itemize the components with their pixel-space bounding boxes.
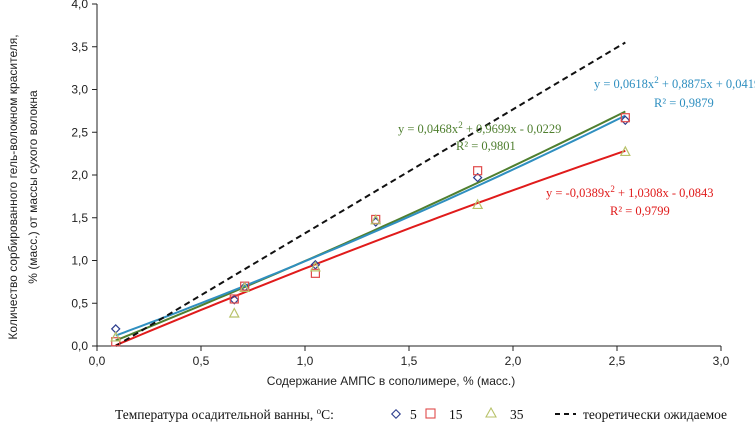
y-tick-label: 3,5	[71, 40, 88, 54]
y-axis-title-line-2: % (масс.) от массы сухого волокна	[26, 90, 40, 284]
y-axis-title-line-1: Количество сорбированного гель-волокном …	[6, 34, 20, 339]
equation-15c-r2: R² = 0,9801	[456, 139, 516, 153]
data-point-35c	[370, 214, 382, 225]
x-tick-group: 0,0 0,5 1,0 1,5 2,0 2,5 3,0	[89, 346, 730, 368]
y-tick-group: 0,0 0,5 1,0 1,5 2,0 2,5 3,0 3,5 4,0	[71, 0, 97, 353]
data-point-15c	[620, 113, 630, 123]
legend-marker-35c	[485, 406, 497, 418]
trendline-group	[115, 110, 626, 347]
data-point-15c	[111, 337, 121, 347]
y-tick-label: 1,5	[71, 211, 88, 225]
equation-15c-formula: y = 0,0468x2 + 0,9699x - 0,0229	[398, 120, 561, 136]
equation-15c: y = 0,0468x2 + 0,9699x - 0,0229 R² = 0,9…	[398, 120, 561, 153]
trendline-35c	[115, 149, 626, 347]
x-tick-label: 3,0	[713, 354, 730, 368]
x-tick-label: 1,5	[401, 354, 418, 368]
data-point-15c	[229, 294, 239, 304]
y-tick-label: 0,0	[71, 339, 88, 353]
trendline-15c	[115, 110, 626, 342]
data-point-15c	[310, 268, 320, 278]
data-point-35c	[472, 198, 484, 210]
y-tick-label: 2,5	[71, 125, 88, 139]
data-point-35c	[110, 331, 122, 342]
theoretical-line	[115, 41, 626, 347]
y-tick-label: 0,5	[71, 296, 88, 310]
equation-5c: y = 0,0618x2 + 0,8875x + 0,0419 R² = 0,9…	[594, 75, 755, 110]
data-point-35c	[309, 261, 321, 272]
x-tick-label: 2,0	[505, 354, 522, 368]
legend-label-15c: 15	[449, 407, 463, 422]
equation-5c-formula: y = 0,0618x2 + 0,8875x + 0,0419	[594, 75, 755, 91]
data-point-35c	[619, 145, 631, 157]
data-point-5c	[620, 115, 631, 126]
equation-35c: y = -0,0389x2 + 1,0308x - 0,0843 R² = 0,…	[546, 184, 714, 218]
legend-label-5c: 5	[410, 407, 417, 422]
x-tick-label: 1,0	[297, 354, 314, 368]
x-tick-label: 0,0	[89, 354, 106, 368]
data-point-5c	[370, 217, 381, 227]
x-tick-label: 2,5	[609, 354, 626, 368]
plot-area: 0,0 0,5 1,0 1,5 2,0 2,5 3,0 0,0 0,5 1,0 1,5 2,0 2,5…	[71, 0, 729, 368]
equation-5c-r2: R² = 0,9879	[654, 96, 714, 110]
data-point-35c	[228, 307, 240, 318]
equation-35c-r2: R² = 0,9799	[610, 204, 670, 218]
legend-marker-5c	[390, 408, 402, 420]
y-tick-label: 3,0	[71, 83, 88, 97]
legend-label-theoretical: теоретически ожидаемое	[583, 407, 727, 422]
y-tick-label: 1,0	[71, 254, 88, 268]
x-tick-label: 0,5	[193, 354, 210, 368]
y-axis-title: Количество сорбированного гель-волокном …	[6, 34, 40, 339]
legend-marker-15c	[425, 408, 436, 419]
equation-35c-formula: y = -0,0389x2 + 1,0308x - 0,0843	[546, 184, 714, 200]
legend: Температура осадительной ванны, oC: 5 15…	[115, 406, 727, 422]
data-point-5c	[472, 172, 483, 183]
data-point-15c	[473, 166, 483, 176]
y-tick-label: 2,0	[71, 168, 88, 182]
legend-title: Температура осадительной ванны, oC:	[115, 406, 334, 422]
y-tick-label: 4,0	[71, 0, 88, 11]
legend-label-35c: 35	[510, 407, 524, 422]
trendline-5c	[115, 114, 626, 337]
theoretical-line-group	[115, 41, 626, 347]
data-point-group	[110, 113, 631, 347]
data-point-5c	[229, 294, 240, 305]
x-axis-title: Содержание АМПС в сополимере, % (масс.)	[267, 374, 515, 388]
data-point-35c	[239, 281, 251, 292]
